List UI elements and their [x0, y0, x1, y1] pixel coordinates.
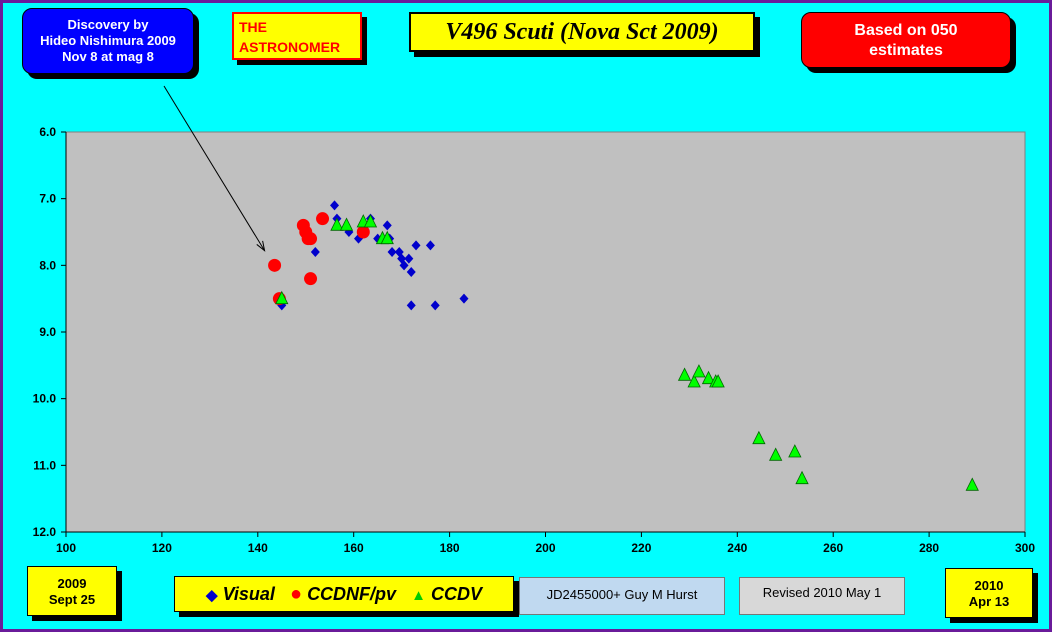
x-tick-label: 200: [535, 541, 555, 555]
publisher-line-1: THE: [239, 19, 267, 35]
x-tick-label: 220: [631, 541, 651, 555]
ccdv-point: [692, 364, 706, 378]
legend-label-visual: Visual: [222, 584, 275, 604]
x-tick-label: 180: [440, 541, 460, 555]
ccdv-point: [711, 374, 725, 388]
ccdv-point: [752, 430, 766, 445]
visual-point: [459, 293, 469, 304]
x-tick-label: 100: [56, 541, 76, 555]
ccdnf-point: [356, 225, 370, 239]
circle-icon: ●: [289, 583, 303, 605]
y-tick-label: 10.0: [33, 392, 57, 406]
ccdv-point: [339, 217, 354, 231]
ccdv-point: [795, 470, 809, 485]
ccdv-point: [363, 214, 378, 228]
discovery-arrow: [163, 85, 266, 252]
start-date-year: 2009: [57, 576, 87, 591]
chart-title: V496 Scuti (Nova Sct 2009): [409, 12, 755, 52]
visual-point: [387, 247, 397, 257]
chart-legend: ◆ Visual ● CCDNF/pv ▲ CCDV: [174, 576, 514, 612]
ccdv-point: [275, 290, 289, 305]
x-tick-label: 240: [727, 541, 747, 555]
x-tick-label: 300: [1015, 541, 1035, 555]
publisher-logo: THE ASTRONOMER: [232, 12, 362, 60]
end-date-year: 2010: [974, 578, 1004, 593]
y-tick-label: 8.0: [39, 258, 56, 272]
ccdv-point: [788, 444, 802, 458]
visual-point: [430, 300, 440, 311]
diamond-icon: ◆: [206, 587, 218, 604]
discovery-note: Discovery by Hideo Nishimura 2009 Nov 8 …: [22, 8, 194, 74]
estimates-line-2: estimates: [869, 42, 943, 59]
x-tick-label: 120: [152, 541, 172, 555]
end-date-label: 2010 Apr 13: [945, 568, 1033, 618]
legend-item-visual: ◆ Visual: [206, 584, 275, 604]
data-marks: [268, 200, 979, 491]
y-tick-label: 7.0: [39, 192, 56, 206]
publisher-line-2: ASTRONOMER: [239, 39, 341, 55]
x-axis-ticks: 100 120 140 160 180 200 220 240 260 280 300: [56, 532, 1035, 555]
plot-area: [65, 131, 1026, 533]
arrow-line: [163, 85, 266, 251]
discovery-line-3: Nov 8 at mag 8: [62, 49, 154, 64]
y-axis-ticks: 6.0 7.0 8.0 9.0 10.0 11.0 12.0: [33, 125, 66, 539]
legend-label-ccdv: CCDV: [430, 584, 482, 604]
estimates-note: Based on 050 estimates: [801, 12, 1011, 68]
visual-point: [399, 260, 409, 271]
legend-item-ccdv: ▲ CCDV: [411, 584, 482, 604]
ccdnf-point: [268, 258, 282, 272]
x-tick-label: 160: [344, 541, 364, 555]
triangle-icon: ▲: [411, 587, 426, 604]
x-tick-label: 280: [919, 541, 939, 555]
discovery-line-2: Hideo Nishimura 2009: [40, 33, 176, 48]
ccdv-point: [687, 374, 701, 388]
y-tick-label: 6.0: [39, 125, 56, 139]
y-tick-label: 9.0: [39, 325, 56, 339]
end-date-day: Apr 13: [968, 594, 1010, 609]
visual-point: [406, 300, 416, 311]
x-tick-label: 260: [823, 541, 843, 555]
legend-item-ccdnf: ● CCDNF/pv: [289, 583, 397, 605]
ccdv-point: [965, 477, 979, 491]
start-date-label: 2009 Sept 25: [27, 566, 117, 616]
y-tick-label: 11.0: [33, 458, 56, 472]
visual-point: [411, 240, 421, 251]
ccdnf-point: [304, 232, 318, 246]
ccdv-point: [677, 367, 692, 381]
visual-point: [382, 220, 392, 231]
arrow-head: [256, 240, 266, 252]
ccdv-point: [701, 370, 716, 385]
ccdv-point: [330, 217, 344, 231]
visual-point: [404, 253, 414, 264]
credit-label: JD2455000+ Guy M Hurst: [519, 577, 725, 615]
revised-label: Revised 2010 May 1: [739, 577, 905, 615]
x-tick-label: 140: [248, 541, 268, 555]
ccdnf-point: [304, 272, 318, 286]
ccdnf-point: [316, 212, 330, 226]
visual-point: [310, 247, 320, 257]
discovery-line-1: Discovery by: [67, 17, 149, 32]
visual-point: [330, 200, 340, 211]
estimates-line-1: Based on 050: [854, 22, 958, 39]
visual-point: [425, 240, 435, 251]
y-tick-label: 12.0: [33, 525, 57, 539]
visual-point: [406, 267, 416, 277]
start-date-day: Sept 25: [48, 592, 96, 607]
ccdv-point: [380, 230, 394, 245]
legend-label-ccdnf: CCDNF/pv: [307, 584, 397, 604]
ccdv-point: [769, 447, 783, 461]
